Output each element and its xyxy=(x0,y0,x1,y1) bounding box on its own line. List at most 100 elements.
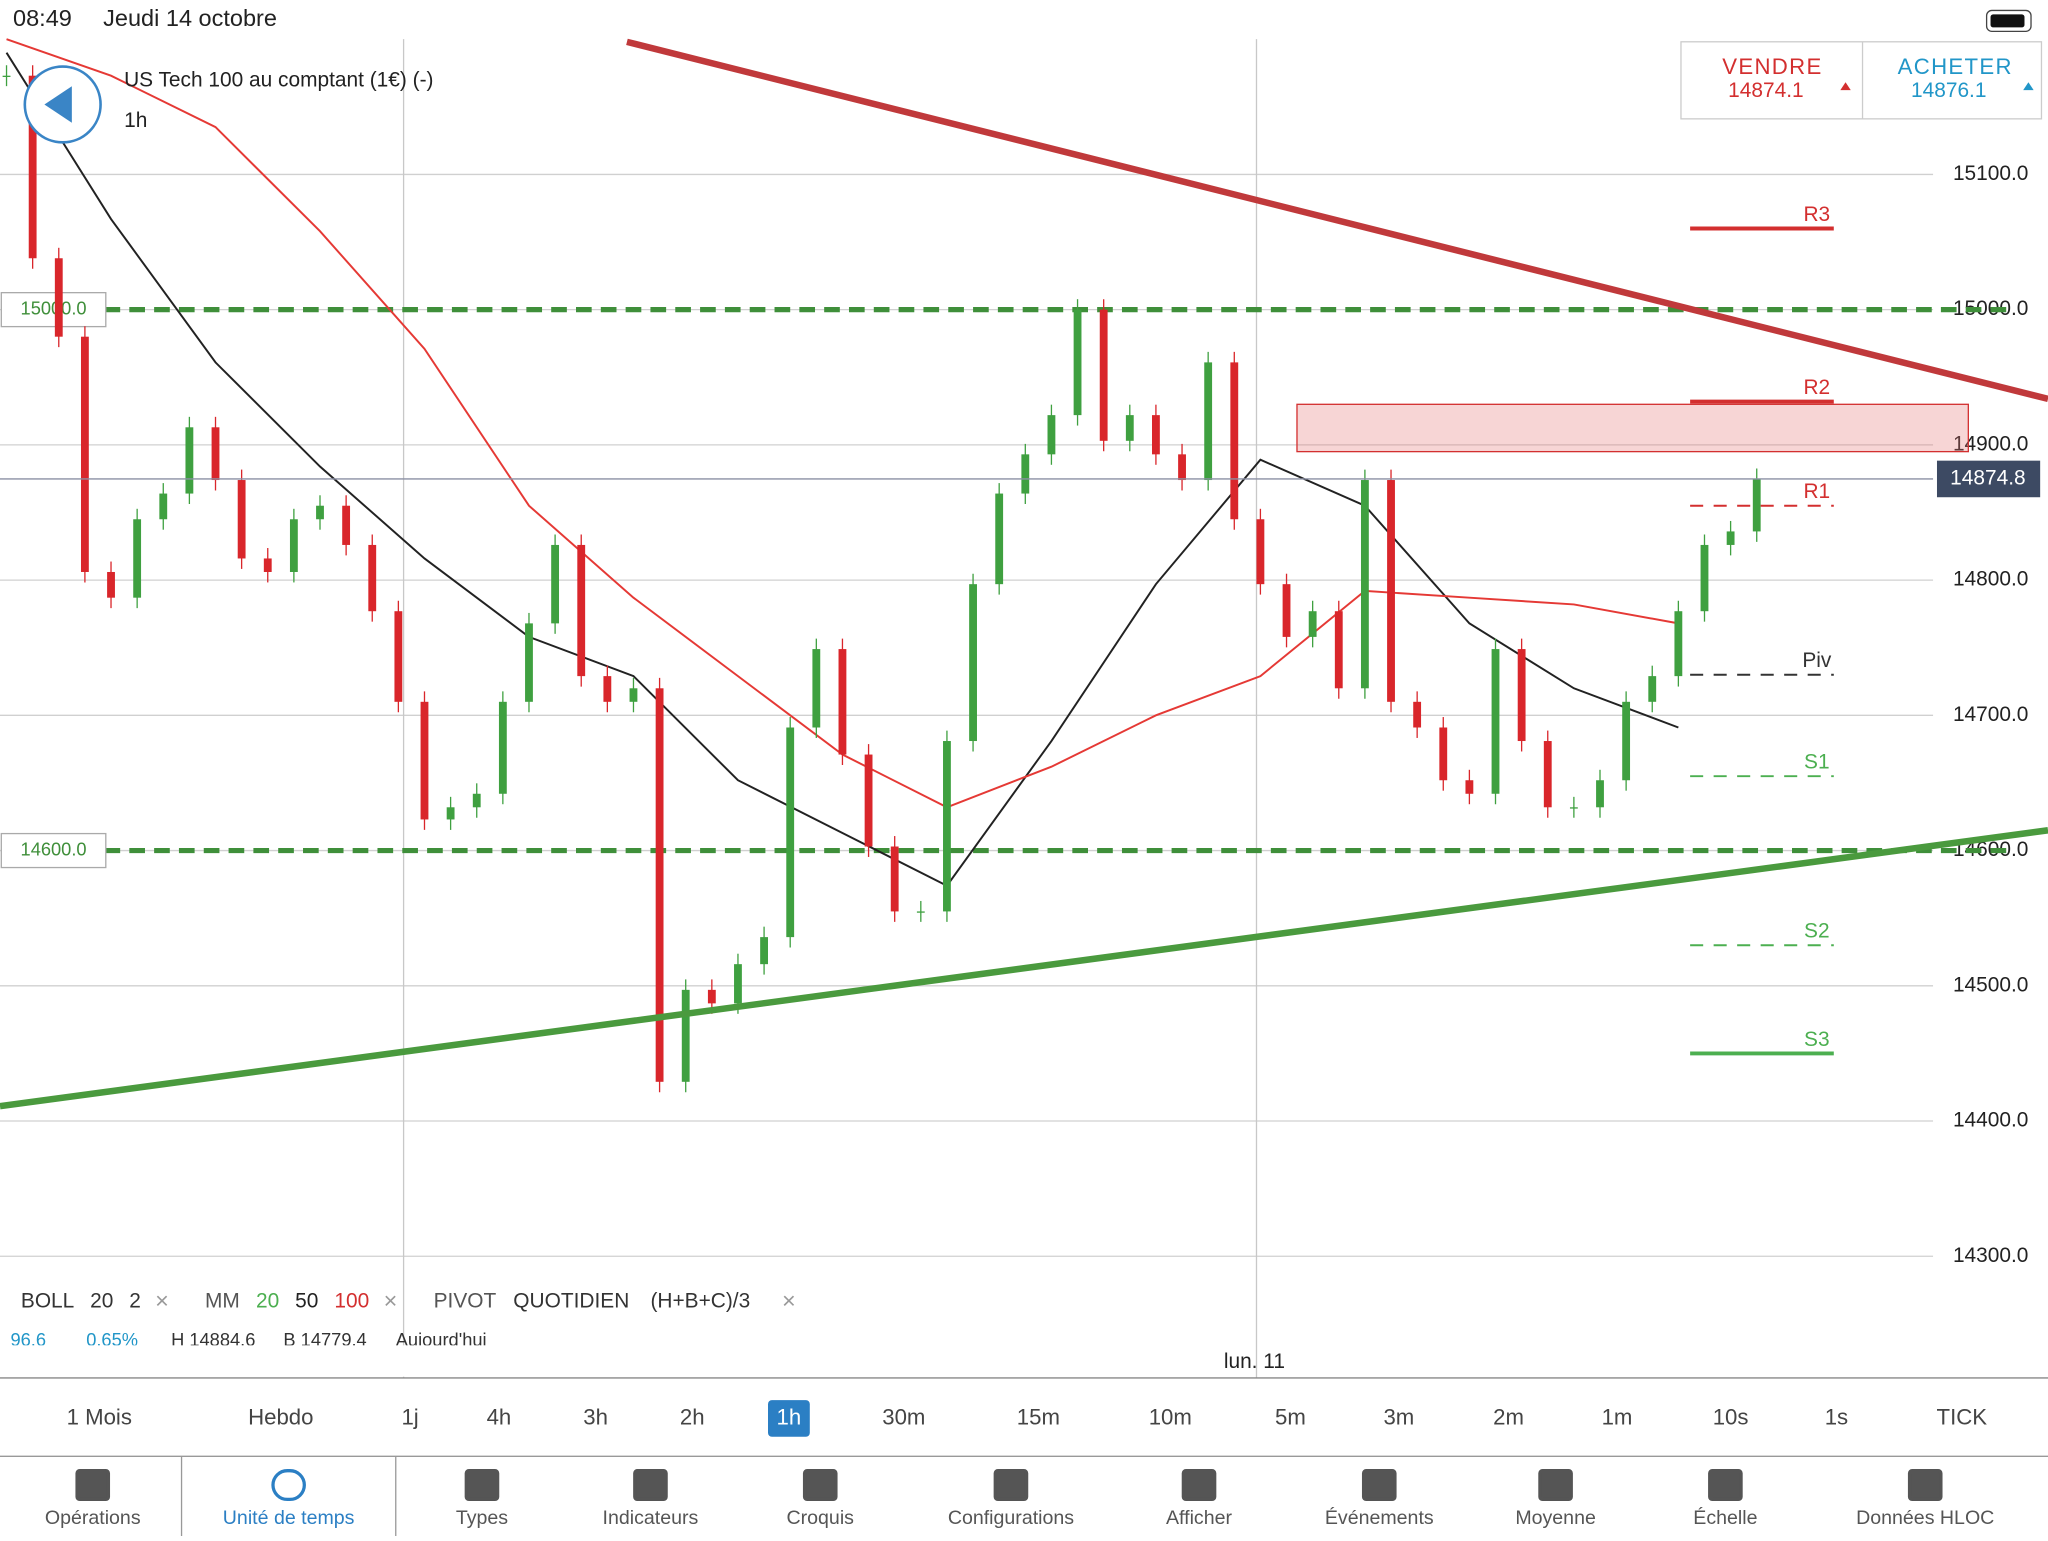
toolbar-item[interactable]: Indicateurs xyxy=(603,1507,699,1529)
timeframe[interactable]: 15m xyxy=(1017,1404,1060,1429)
indicator-boll[interactable]: BOLL xyxy=(21,1290,74,1313)
sell-label[interactable]: VENDRE xyxy=(1722,54,1822,79)
timeframe[interactable]: Hebdo xyxy=(248,1404,313,1429)
battery xyxy=(1985,9,2032,32)
timeframe[interactable]: TICK xyxy=(1937,1404,1988,1429)
y-tick-label: 14900.0 xyxy=(1953,432,2028,455)
y-tick-label: 14700.0 xyxy=(1953,703,2028,726)
timeframe[interactable]: 3h xyxy=(583,1404,608,1429)
toolbar-item[interactable]: Configurations xyxy=(948,1507,1074,1529)
timeframe[interactable]: 10m xyxy=(1149,1404,1192,1429)
timeframe[interactable]: 5m xyxy=(1275,1404,1306,1429)
toolbar-item[interactable]: Opérations xyxy=(45,1507,141,1529)
toolbar-item[interactable]: Unité de temps xyxy=(223,1507,355,1529)
candle xyxy=(760,937,768,965)
toolbar-item[interactable]: Moyenne xyxy=(1515,1507,1596,1529)
candle xyxy=(1308,611,1317,637)
candle xyxy=(211,427,220,481)
candle xyxy=(133,519,142,598)
x-tick-label: lun. 11 xyxy=(1224,1350,1285,1373)
moving-average xyxy=(5,52,1679,887)
candle xyxy=(1282,584,1291,637)
timeframe[interactable]: 2h xyxy=(680,1404,705,1429)
key-level-tag xyxy=(0,292,107,328)
indicator-boll[interactable]: 20 xyxy=(90,1290,113,1313)
candle xyxy=(472,793,481,808)
candle xyxy=(80,336,89,572)
timeframe[interactable]: 1s xyxy=(1825,1404,1848,1429)
pivot-label: S3 xyxy=(1804,1028,1830,1051)
remove-indicator[interactable]: × xyxy=(155,1287,169,1313)
toolbar-item[interactable]: Afficher xyxy=(1166,1507,1232,1529)
indicator-mm[interactable]: 50 xyxy=(295,1290,318,1313)
candle xyxy=(1047,415,1056,455)
remove-indicator[interactable]: × xyxy=(384,1287,398,1313)
status-date: Jeudi 14 octobre xyxy=(103,5,277,31)
candle xyxy=(368,544,377,612)
timeframe[interactable]: 1m xyxy=(1602,1404,1633,1429)
candle xyxy=(159,493,168,520)
indicator-stat: 0.65% xyxy=(86,1329,138,1350)
pivot-label: R1 xyxy=(1803,480,1830,503)
indicator-pivot[interactable]: (H+B+C)/3 xyxy=(650,1290,750,1313)
y-tick-label: 14300.0 xyxy=(1953,1244,2028,1267)
toolbar-icon xyxy=(1361,1469,1397,1502)
instrument-timeframe: 1h xyxy=(124,109,147,132)
candle xyxy=(107,571,115,598)
toolbar-icon xyxy=(1181,1469,1217,1502)
candle xyxy=(995,493,1004,585)
timeframe[interactable]: 1h xyxy=(777,1404,802,1429)
candle xyxy=(707,989,716,1004)
trendline xyxy=(0,827,2048,1110)
candle xyxy=(1726,531,1735,545)
key-level-label: 14600.0 xyxy=(21,838,87,859)
indicator-mm[interactable]: MM xyxy=(205,1290,240,1313)
buy-price[interactable]: 14876.1 xyxy=(1911,79,1986,102)
sell-price[interactable]: 14874.1 xyxy=(1728,79,1803,102)
candle xyxy=(237,480,246,559)
status-time: 08:49 xyxy=(13,5,72,31)
candle xyxy=(1491,649,1500,794)
candle xyxy=(1360,480,1369,689)
timeframe[interactable]: 4h xyxy=(487,1404,512,1429)
candle xyxy=(1700,544,1709,612)
buy-label[interactable]: ACHETER xyxy=(1898,54,2013,79)
timeframe[interactable]: 10s xyxy=(1713,1404,1749,1429)
timeframe[interactable]: 1 Mois xyxy=(67,1404,132,1429)
remove-indicator[interactable]: × xyxy=(782,1287,796,1313)
candle xyxy=(525,623,533,702)
timeframe[interactable]: 2m xyxy=(1493,1404,1524,1429)
toolbar-icon xyxy=(464,1469,500,1502)
candle xyxy=(1334,611,1343,689)
indicator-pivot[interactable]: PIVOT xyxy=(434,1290,497,1313)
candle xyxy=(629,688,638,702)
timeframe[interactable]: 3m xyxy=(1383,1404,1414,1429)
indicator-boll[interactable]: 2 xyxy=(129,1290,141,1313)
candle xyxy=(498,701,507,794)
y-tick-label: 14500.0 xyxy=(1953,973,2028,996)
candle xyxy=(577,544,586,677)
pivot-label: S2 xyxy=(1804,920,1830,943)
indicator-mm[interactable]: 100 xyxy=(334,1290,369,1313)
toolbar-item[interactable]: Événements xyxy=(1325,1506,1434,1529)
candle xyxy=(1256,519,1265,585)
toolbar-item[interactable]: Données HLOC xyxy=(1856,1507,1994,1529)
candle xyxy=(54,258,63,337)
candle xyxy=(603,676,612,702)
toolbar-item[interactable]: Types xyxy=(456,1507,508,1529)
candle xyxy=(1152,415,1160,455)
toolbar-item[interactable]: Croquis xyxy=(787,1507,855,1529)
indicator-mm[interactable]: 20 xyxy=(256,1290,279,1313)
current-price-tag xyxy=(1936,460,2041,498)
candle xyxy=(1543,741,1552,808)
toolbar-item[interactable]: Échelle xyxy=(1693,1506,1757,1529)
resistance-zone xyxy=(1296,403,1969,453)
toolbar-icon xyxy=(1708,1469,1743,1502)
timeframe[interactable]: 1j xyxy=(401,1404,418,1429)
timeframe[interactable]: 30m xyxy=(882,1404,925,1429)
indicator-stat: H 14884.6 xyxy=(171,1329,255,1350)
candle xyxy=(1596,780,1604,808)
indicator-pivot[interactable]: QUOTIDIEN xyxy=(513,1290,629,1313)
indicator-stat: B 14779.4 xyxy=(283,1329,366,1350)
pivot-label: S1 xyxy=(1804,751,1830,774)
